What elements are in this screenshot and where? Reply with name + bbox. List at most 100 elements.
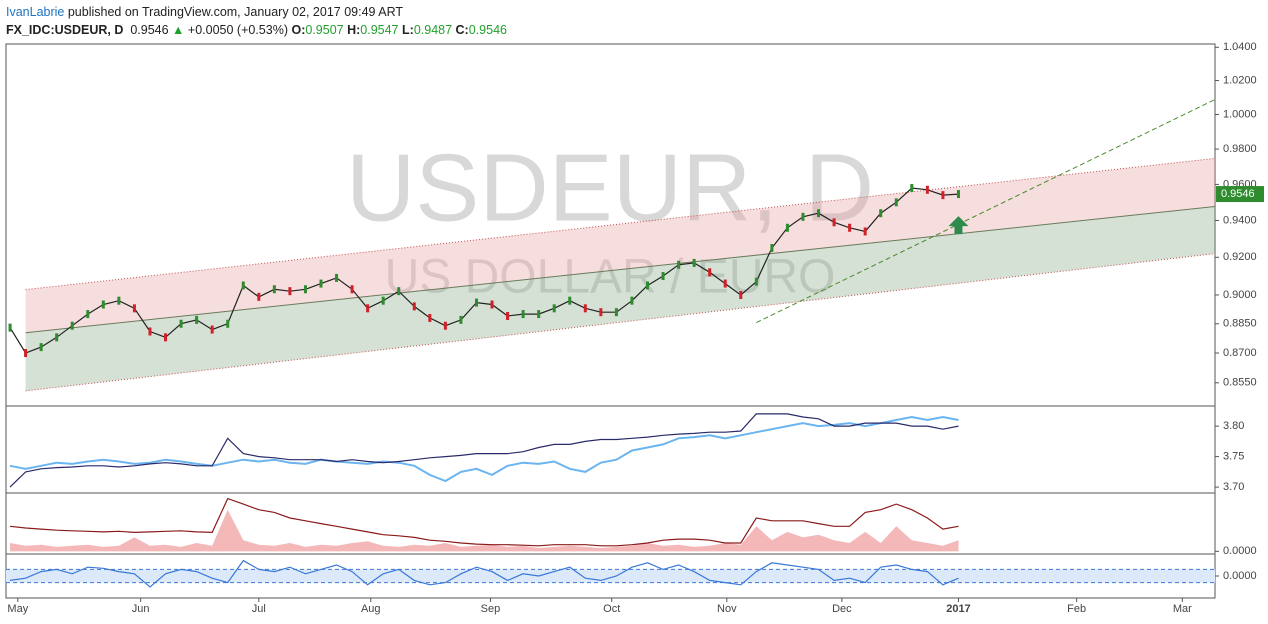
price-bar	[319, 279, 323, 288]
price-bar	[941, 191, 945, 200]
price-bar	[443, 321, 447, 330]
x-tick-label: Feb	[1067, 603, 1086, 615]
price-bar	[568, 296, 572, 305]
x-tick-label: Aug	[361, 603, 381, 615]
price-bar	[179, 319, 183, 328]
author[interactable]: IvanLabrie	[6, 5, 65, 19]
watermark-description: US DOLLAR / EURO	[385, 251, 836, 304]
price-bar	[832, 218, 836, 227]
price-bar	[86, 310, 90, 319]
y-tick-label: 3.70	[1223, 481, 1244, 493]
h-label: H:	[347, 23, 361, 37]
price-bar	[599, 308, 603, 317]
area	[10, 509, 959, 552]
price-bar	[117, 296, 121, 305]
price-bar	[101, 300, 105, 309]
price-bar	[132, 304, 136, 313]
price-bar	[70, 321, 74, 330]
channel-line	[756, 99, 1216, 324]
last: 0.9546	[130, 23, 169, 37]
x-tick-label: 2017	[946, 603, 970, 615]
x-tick-label: Oct	[603, 603, 620, 615]
c-value: 0.9546	[468, 23, 507, 37]
x-tick-label: May	[7, 603, 28, 615]
price-bar	[692, 258, 696, 267]
quote-line: FX_IDC:USDEUR, D 0.9546 ▲ +0.0050 (+0.53…	[6, 21, 507, 39]
channel-fill	[25, 158, 1215, 333]
y-tick-label: 0.9000	[1223, 289, 1257, 301]
last-price-label: 0.9546	[1221, 188, 1255, 200]
y-tick-label: 0.9200	[1223, 251, 1257, 263]
y-tick-label: 1.0400	[1223, 41, 1257, 53]
channel-line	[25, 206, 1216, 334]
y-tick-label: 1.0200	[1223, 74, 1257, 86]
price-bar	[583, 304, 587, 313]
band-fill	[6, 569, 1215, 583]
l-label: L:	[402, 23, 414, 37]
signal-arrow	[948, 216, 969, 235]
price-bar	[537, 310, 541, 319]
x-tick-label: Jul	[252, 603, 266, 615]
price-bar	[739, 290, 743, 299]
price-bar	[801, 212, 805, 221]
price-bar	[723, 279, 727, 288]
change: +0.0050 (+0.53%)	[187, 23, 288, 37]
indicator-line	[9, 497, 959, 547]
price-bar	[412, 302, 416, 311]
x-tick-label: Jun	[132, 603, 150, 615]
x-tick-label: Dec	[832, 603, 852, 615]
y-tick-label: 0.8700	[1223, 347, 1257, 359]
price-bar	[55, 333, 59, 342]
price-bar	[521, 310, 525, 319]
price-bar	[661, 272, 665, 281]
price-bar	[164, 333, 168, 342]
y-tick-label: 0.9800	[1223, 143, 1257, 155]
y-tick-label: 0.9400	[1223, 214, 1257, 226]
y-tick-label: 0.8550	[1223, 377, 1257, 389]
price-bar	[630, 296, 634, 305]
c-label: C:	[455, 23, 469, 37]
price-bar	[381, 296, 385, 305]
price-bar	[879, 209, 883, 218]
h-value: 0.9547	[360, 23, 399, 37]
price-bar	[552, 304, 556, 313]
indicator-line	[9, 415, 959, 483]
price-bar	[848, 223, 852, 232]
watermark-symbol: USDEUR, D	[346, 134, 874, 241]
price-bar	[195, 315, 199, 324]
price-bar	[210, 325, 214, 334]
y-tick-label: 3.75	[1223, 451, 1244, 463]
price-bar	[366, 304, 370, 313]
o-label: O:	[291, 23, 306, 37]
publish-line: IvanLabrie published on TradingView.com,…	[6, 3, 507, 21]
x-tick-label: Nov	[717, 603, 737, 615]
plot-frame	[5, 43, 1216, 599]
price-bar	[288, 287, 292, 296]
price-bar	[677, 260, 681, 269]
indicator-line	[9, 413, 959, 488]
price-bar	[303, 285, 307, 294]
price-bar	[910, 183, 914, 192]
price-bar	[956, 190, 960, 199]
y-tick-label: 1.0000	[1223, 108, 1257, 120]
x-tick-label: Sep	[481, 603, 501, 615]
price-bar	[614, 308, 618, 317]
price-bar	[506, 312, 510, 321]
price-bar	[490, 300, 494, 309]
y-tick-label: 0.0000	[1223, 545, 1257, 557]
price-bar	[474, 298, 478, 307]
price-bar	[646, 281, 650, 290]
price-bar	[817, 209, 821, 218]
price-bar	[925, 185, 929, 194]
price-bar	[350, 285, 354, 294]
y-tick-label: 0.8850	[1223, 318, 1257, 330]
o-value: 0.9507	[305, 23, 344, 37]
header: IvanLabrie published on TradingView.com,…	[6, 3, 507, 39]
price-bar	[428, 313, 432, 322]
price-bar	[754, 277, 758, 286]
last-price-tag	[1216, 186, 1264, 203]
price-bar	[397, 287, 401, 296]
symbol: FX_IDC:USDEUR, D	[6, 23, 124, 37]
